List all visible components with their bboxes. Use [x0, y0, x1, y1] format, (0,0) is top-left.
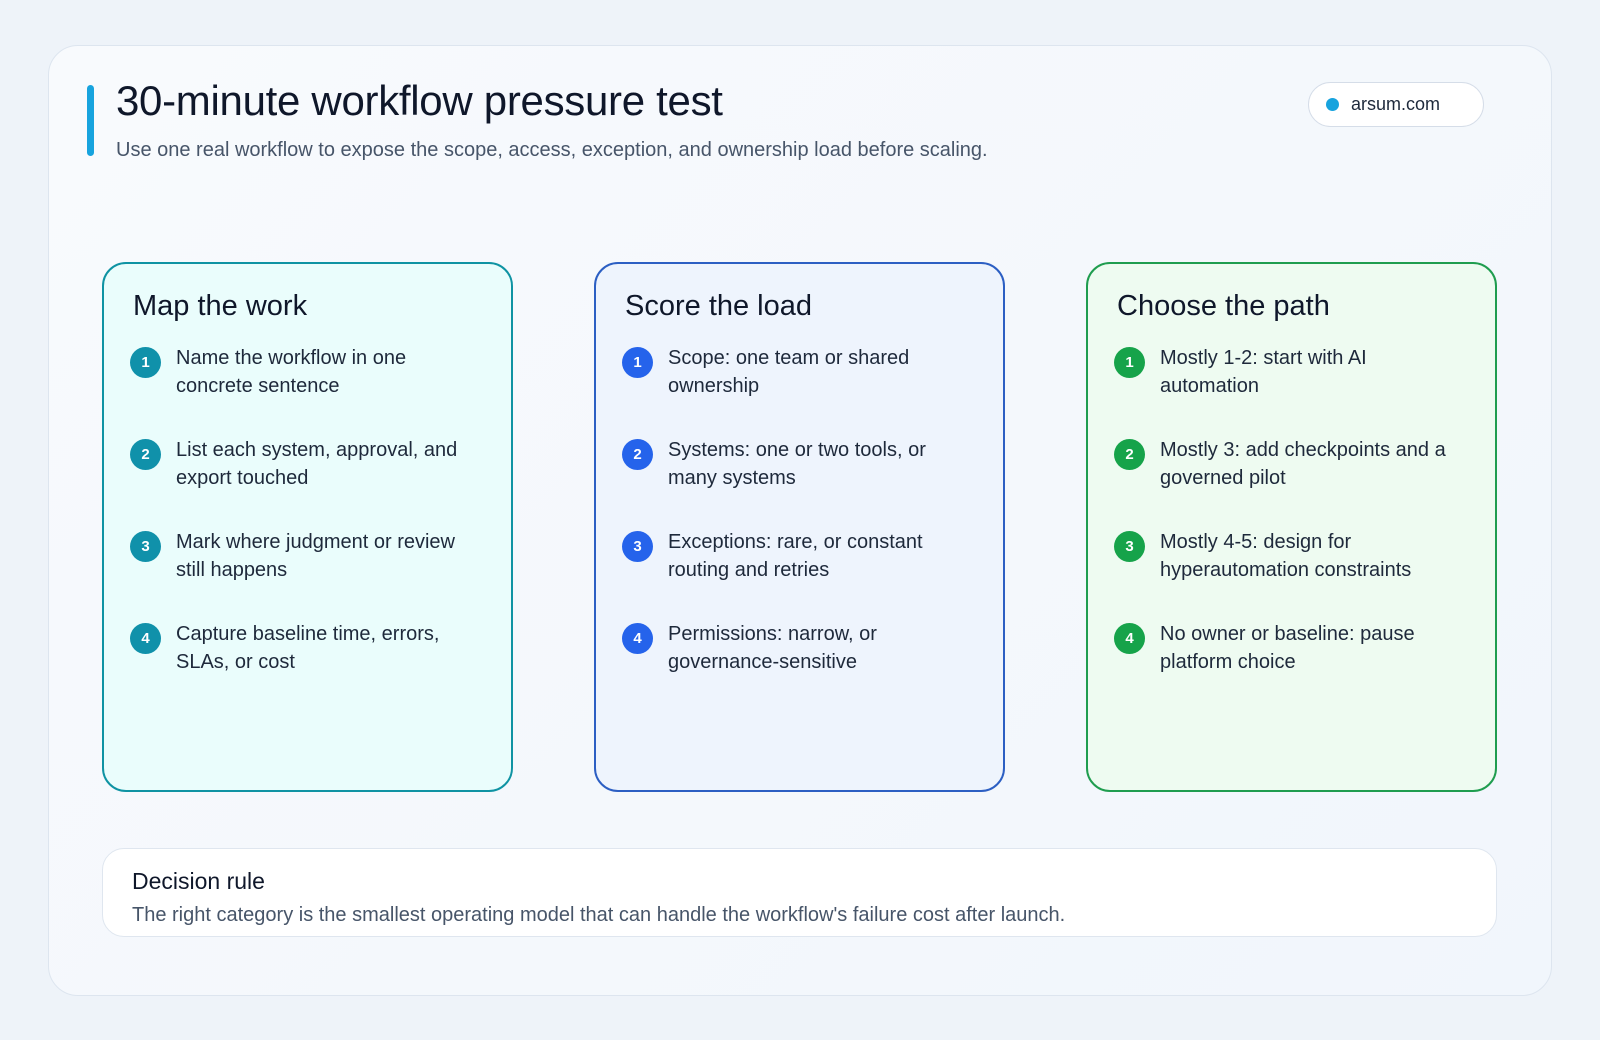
item-number: 3	[1114, 531, 1145, 562]
step-card: Choose the path 1 Mostly 1-2: start with A…	[1086, 262, 1497, 792]
item-text: No owner or baseline: pause platform cho…	[1160, 623, 1415, 673]
item-number: 1	[1114, 347, 1145, 378]
item-text: Mark where judgment or review still happ…	[176, 531, 455, 581]
item-text: Exceptions: rare, or constant routing an…	[668, 531, 923, 581]
item-text: Name the workflow in one concrete senten…	[176, 347, 407, 397]
step-card: Map the work 1 Name the workflow in one co…	[102, 262, 513, 792]
item-number: 2	[130, 439, 161, 470]
item-text: Systems: one or two tools, or many syste…	[668, 439, 926, 489]
item-number: 3	[622, 531, 653, 562]
item-number: 1	[622, 347, 653, 378]
item-number: 4	[130, 623, 161, 654]
badge-text: arsum.com	[1351, 94, 1441, 114]
title: 30-minute workflow pressure test	[116, 77, 723, 124]
item-number: 3	[130, 531, 161, 562]
item-text: Permissions: narrow, or governance-sensi…	[668, 623, 877, 673]
subtitle: Use one real workflow to expose the scop…	[116, 139, 988, 161]
item-text: Mostly 4-5: design for hyperautomation c…	[1160, 531, 1412, 581]
badge-dot	[1326, 98, 1339, 111]
item-text: Scope: one team or shared ownership	[668, 347, 910, 397]
item-text: List each system, approval, and export t…	[176, 439, 458, 489]
decision-title: Decision rule	[132, 868, 265, 894]
item-number: 1	[130, 347, 161, 378]
site-badge: arsum.com	[1308, 82, 1484, 127]
item-number: 2	[1114, 439, 1145, 470]
decision-text: The right category is the smallest opera…	[132, 904, 1066, 926]
item-number: 2	[622, 439, 653, 470]
card-title: Map the work	[133, 290, 308, 322]
item-number: 4	[1114, 623, 1145, 654]
item-text: Capture baseline time, errors, SLAs, or …	[176, 623, 440, 673]
item-number: 4	[622, 623, 653, 654]
item-text: Mostly 3: add checkpoints and a governed…	[1160, 439, 1446, 489]
card-title: Score the load	[625, 290, 813, 322]
item-text: Mostly 1-2: start with AI automation	[1160, 347, 1367, 397]
card-title: Choose the path	[1117, 290, 1330, 322]
step-card: Score the load 1 Scope: one team or shared…	[594, 262, 1005, 792]
decision-box: Decision rule The right category is the …	[102, 848, 1497, 937]
accent-bar	[87, 85, 94, 156]
